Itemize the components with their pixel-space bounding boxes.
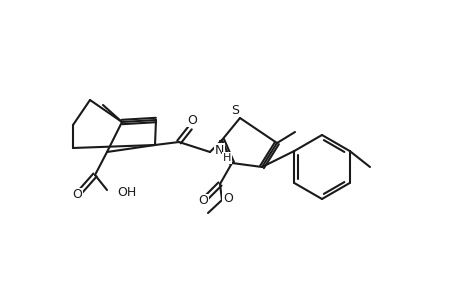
Text: OH: OH bbox=[117, 185, 136, 199]
Text: O: O bbox=[187, 113, 196, 127]
Text: N: N bbox=[214, 143, 224, 157]
Text: O: O bbox=[223, 191, 232, 205]
Text: S: S bbox=[230, 103, 239, 116]
Text: O: O bbox=[72, 188, 82, 202]
Text: H: H bbox=[223, 153, 231, 163]
Text: O: O bbox=[198, 194, 207, 208]
